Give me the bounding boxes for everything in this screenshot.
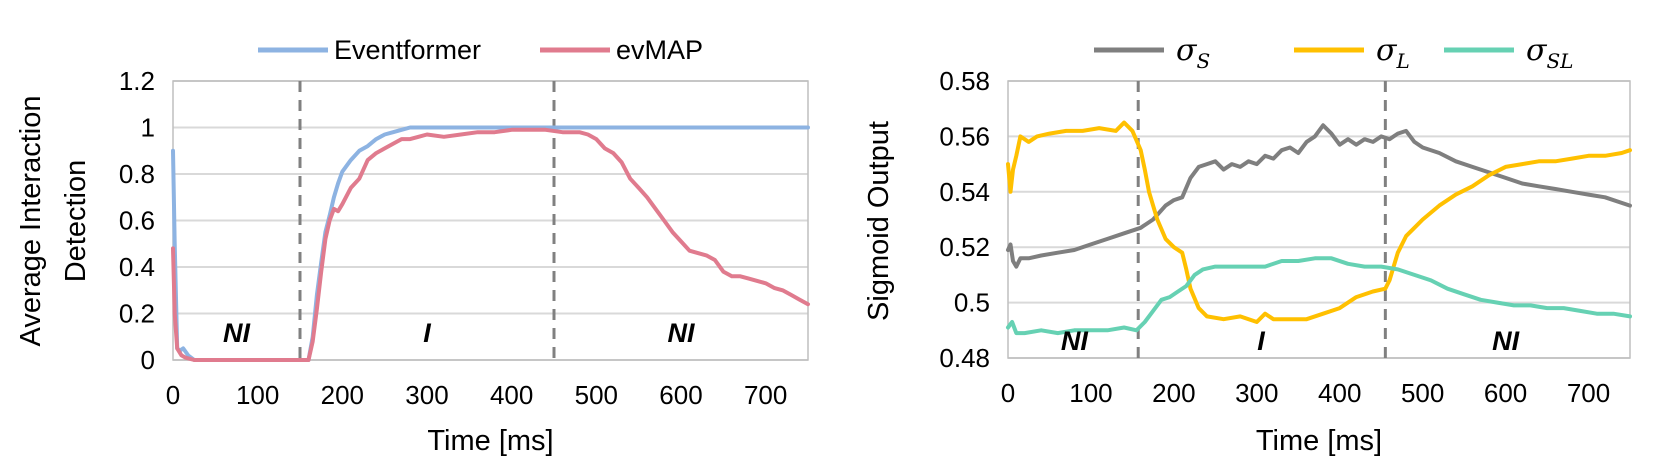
y-axis-title: Sigmoid Output <box>863 121 895 321</box>
region-label-ni: NI <box>668 318 695 348</box>
region-label-ni: NI <box>1492 326 1519 356</box>
legend-label: evMAP <box>616 35 703 65</box>
x-tick-label: 0 <box>1001 378 1015 408</box>
legend-label: Eventformer <box>334 35 481 65</box>
x-tick-label: 200 <box>321 380 364 410</box>
x-tick-label: 500 <box>575 380 618 410</box>
series-line-evmap <box>171 127 810 362</box>
x-tick-label: 100 <box>236 380 279 410</box>
y-tick-label: 1.2 <box>119 66 155 96</box>
x-tick-label: 300 <box>405 380 448 410</box>
y-tick-label: 0.48 <box>939 343 990 373</box>
x-axis-title: Time [ms] <box>427 425 553 457</box>
x-tick-label: 200 <box>1152 378 1195 408</box>
y-tick-label: 0.56 <box>939 121 990 151</box>
x-tick-label: 600 <box>1484 378 1527 408</box>
x-tick-label: 400 <box>490 380 533 410</box>
y-tick-label: 0.6 <box>119 206 155 236</box>
x-tick-label: 100 <box>1069 378 1112 408</box>
y-axis-title: Average Interaction <box>15 96 47 347</box>
region-label-i: I <box>1257 326 1265 356</box>
x-tick-label: 600 <box>659 380 702 410</box>
series-line-eventformer <box>171 125 810 362</box>
legend-label: σSL <box>1526 33 1573 73</box>
y-tick-label: 0.4 <box>119 252 155 282</box>
legend-label: σS <box>1176 33 1210 73</box>
y-tick-label: 0 <box>141 345 155 375</box>
y-tick-label: 0.58 <box>939 66 990 96</box>
x-axis-title: Time [ms] <box>1256 425 1382 457</box>
series-line-s <box>1006 123 1632 269</box>
y-tick-label: 1 <box>141 113 155 143</box>
region-label-ni: NI <box>1061 326 1088 356</box>
x-tick-label: 700 <box>1567 378 1610 408</box>
x-tick-label: 500 <box>1401 378 1444 408</box>
chart-sigmoid-output: 0.48 0.5 0.52 0.54 0.56 0.58 0 100 200 300 400 500 6… <box>863 33 1632 457</box>
chart-interaction-detection: 0 0.2 0.4 0.6 0.8 1 1.2 0 100 200 300 400 500 600 700 N… <box>15 35 810 457</box>
y-tick-label: 0.8 <box>119 159 155 189</box>
y-tick-label: 0.52 <box>939 232 990 262</box>
region-label-i: I <box>423 318 431 348</box>
y-tick-label: 0.5 <box>954 288 990 318</box>
plot-frame <box>1007 80 1631 359</box>
x-tick-label: 400 <box>1318 378 1361 408</box>
x-tick-label: 0 <box>166 380 180 410</box>
y-tick-label: 0.2 <box>119 299 155 329</box>
y-tick-label: 0.54 <box>939 177 990 207</box>
x-tick-label: 700 <box>744 380 787 410</box>
series-line-sl <box>1006 256 1632 336</box>
legend-label: σL <box>1376 33 1410 73</box>
region-label-ni: NI <box>223 318 250 348</box>
x-tick-label: 300 <box>1235 378 1278 408</box>
y-axis-title: Detection <box>60 160 92 283</box>
series-line-l <box>1006 120 1632 324</box>
